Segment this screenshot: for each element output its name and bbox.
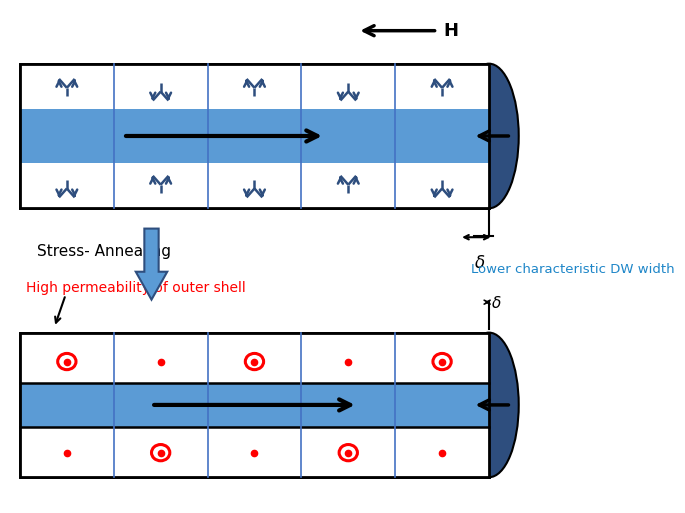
Bar — [20, 383, 489, 427]
Bar — [20, 332, 489, 477]
Bar — [20, 332, 489, 477]
Text: δ: δ — [492, 295, 501, 311]
Ellipse shape — [459, 332, 519, 477]
Text: Lower characteristic DW width: Lower characteristic DW width — [471, 263, 675, 275]
Text: High permeability of outer shell: High permeability of outer shell — [25, 281, 245, 294]
Text: δ: δ — [475, 254, 485, 272]
Bar — [20, 64, 489, 208]
Bar — [20, 383, 489, 427]
Bar — [20, 64, 489, 208]
Text: H: H — [443, 22, 458, 40]
Bar — [20, 109, 489, 164]
Ellipse shape — [459, 64, 519, 208]
Text: Stress- Annealing: Stress- Annealing — [37, 244, 171, 259]
Bar — [20, 109, 489, 164]
FancyArrow shape — [136, 229, 167, 300]
Bar — [20, 332, 489, 477]
Bar — [20, 64, 489, 208]
